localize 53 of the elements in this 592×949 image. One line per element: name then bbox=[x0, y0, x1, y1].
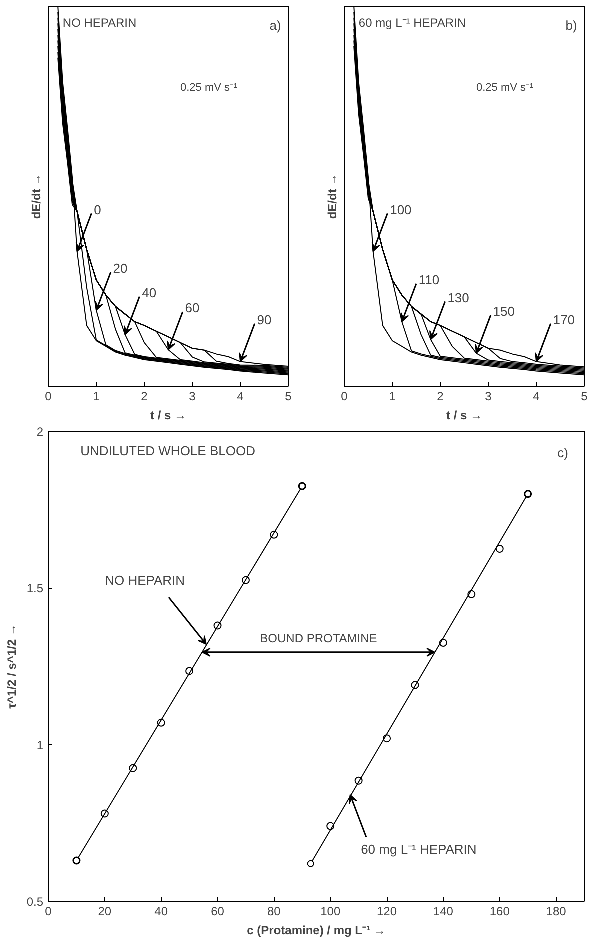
x-tick-label: 60 bbox=[211, 904, 225, 918]
x-tick-label: 2 bbox=[437, 390, 444, 404]
x-tick-label: 4 bbox=[237, 390, 244, 404]
annotation: c) bbox=[558, 446, 568, 461]
annotation: b) bbox=[566, 18, 578, 33]
y-axis-title: τ^1/2 / s^1/2 → bbox=[4, 624, 19, 709]
x-tick-label: 0 bbox=[341, 390, 348, 404]
annotation: 100 bbox=[390, 202, 412, 218]
annotation: 170 bbox=[553, 312, 576, 328]
x-tick-label: 120 bbox=[377, 904, 398, 918]
x-tick-label: 0 bbox=[45, 904, 52, 918]
x-tick-label: 100 bbox=[320, 904, 341, 918]
x-tick-label: 3 bbox=[485, 390, 492, 404]
x-tick-label: 180 bbox=[546, 904, 567, 918]
x-tick-label: 140 bbox=[433, 904, 454, 918]
y-tick-label: 1.5 bbox=[26, 582, 44, 596]
annotation: 110 bbox=[418, 272, 440, 288]
x-tick-label: 5 bbox=[581, 390, 588, 404]
x-tick-label: 1 bbox=[93, 390, 100, 404]
annotation: 0.25 mV s⁻¹ bbox=[476, 82, 534, 94]
text: UNDILUTED WHOLE BLOOD bbox=[80, 443, 256, 458]
x-axis-title: c (Protamine) / mg L⁻¹ → bbox=[247, 924, 386, 938]
annotation: a) bbox=[270, 18, 282, 33]
x-tick-label: 80 bbox=[268, 904, 282, 918]
annotation: 40 bbox=[142, 286, 157, 301]
annotation: 20 bbox=[113, 261, 128, 276]
x-tick-label: 5 bbox=[285, 390, 292, 404]
annotation: 130 bbox=[448, 290, 470, 306]
text: 60 mg L⁻¹ HEPARIN bbox=[358, 16, 466, 30]
annotation: BOUND PROTAMINE bbox=[260, 631, 378, 646]
y-tick-label: 2 bbox=[36, 425, 44, 439]
annotation: 0.25 mV s⁻¹ bbox=[180, 82, 238, 94]
x-tick-label: 40 bbox=[154, 904, 168, 918]
annotation: NO HEPARIN bbox=[105, 573, 186, 588]
y-axis-title: dE/dt → bbox=[30, 174, 44, 220]
annotation: 60 mg L⁻¹ HEPARIN bbox=[361, 842, 477, 857]
annotation: 150 bbox=[493, 304, 516, 320]
annotation: 60 bbox=[185, 300, 200, 316]
annotation: 90 bbox=[257, 312, 272, 328]
annotation: 0 bbox=[94, 202, 102, 218]
x-axis-title: t / s → bbox=[150, 408, 187, 422]
x-tick-label: 2 bbox=[141, 390, 148, 404]
y-axis-title: dE/dt → bbox=[326, 174, 340, 220]
y-tick-label: 1 bbox=[36, 738, 44, 752]
x-tick-label: 0 bbox=[45, 390, 52, 404]
x-tick-label: 4 bbox=[533, 390, 540, 404]
x-tick-label: 1 bbox=[389, 390, 396, 404]
text: NO HEPARIN bbox=[62, 16, 137, 30]
y-tick-label: 0.5 bbox=[26, 895, 44, 909]
x-tick-label: 160 bbox=[490, 904, 510, 918]
x-tick-label: 3 bbox=[189, 390, 196, 404]
x-axis-title: t / s → bbox=[446, 408, 483, 422]
x-tick-label: 20 bbox=[98, 904, 112, 918]
